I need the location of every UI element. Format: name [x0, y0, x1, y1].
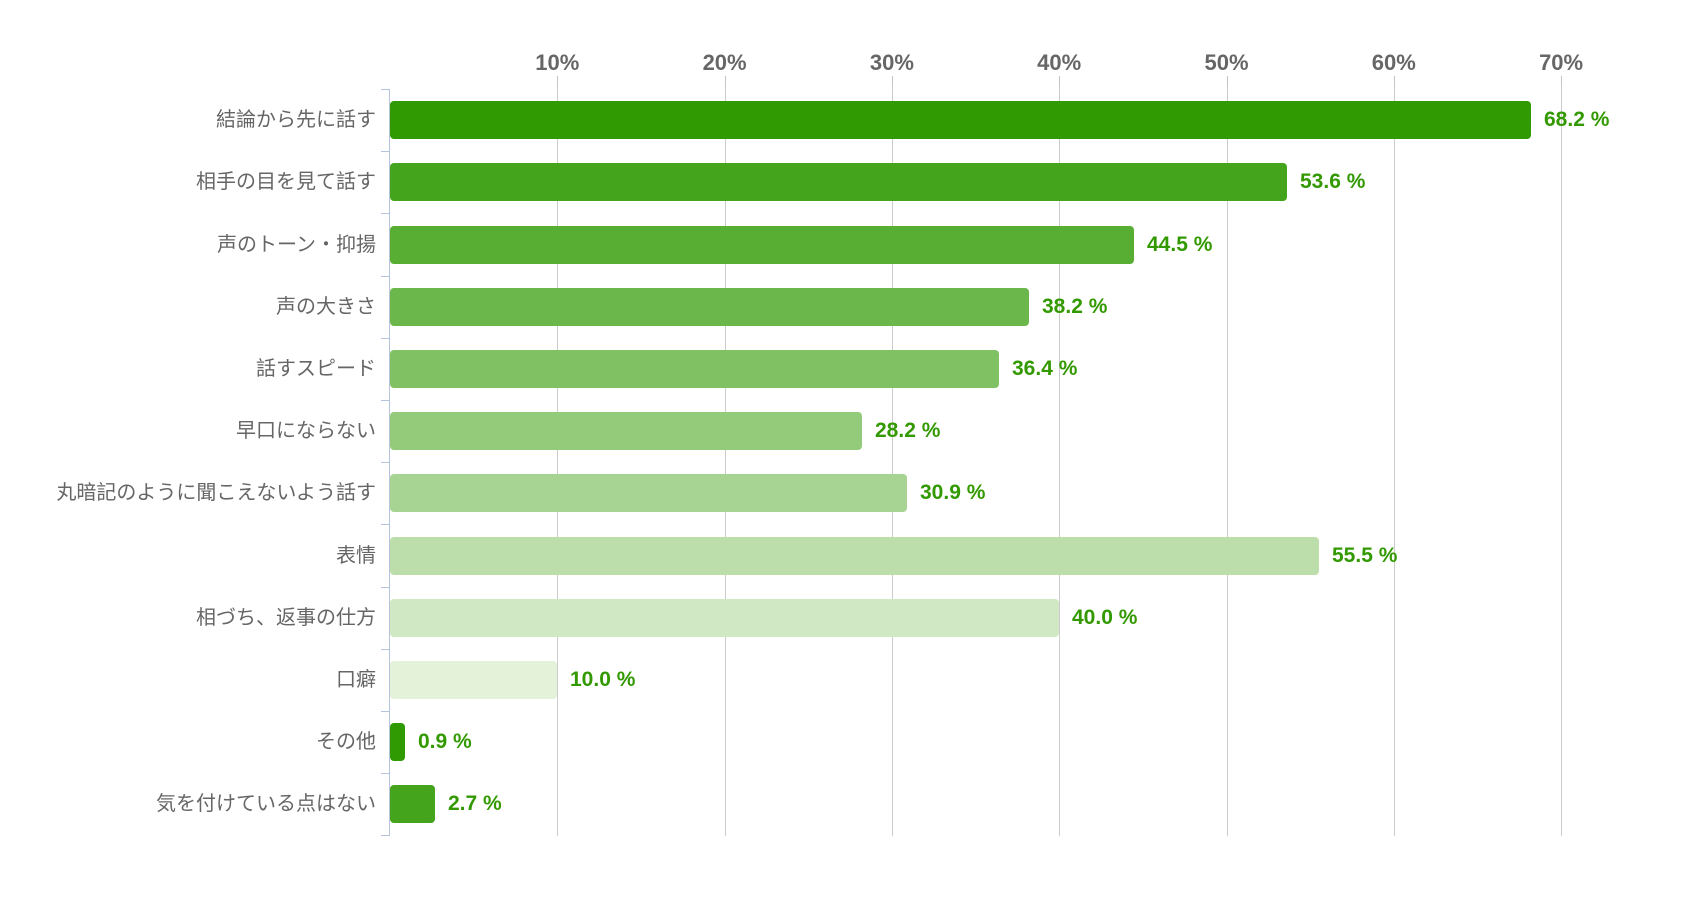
gridline [1561, 86, 1563, 836]
value-label: 53.6 % [1300, 170, 1366, 193]
bar [390, 599, 1059, 637]
category-axis-tick [381, 89, 389, 90]
category-axis-tick [381, 835, 389, 836]
value-label: 36.4 % [1012, 357, 1078, 380]
bar [390, 288, 1029, 326]
category-label: 話すスピード [256, 358, 376, 380]
category-axis-tick [381, 462, 389, 463]
value-label: 38.2 % [1042, 295, 1108, 318]
category-axis-tick [381, 213, 389, 214]
gridline [557, 86, 559, 836]
value-label: 40.0 % [1072, 606, 1138, 629]
value-label: 55.5 % [1332, 544, 1398, 567]
x-axis-label: 30% [869, 50, 914, 75]
category-axis-tick [381, 711, 389, 712]
x-axis-tick [1226, 76, 1228, 86]
category-axis-tick [381, 649, 389, 650]
x-axis-tick [1393, 76, 1395, 86]
category-axis-tick [381, 400, 389, 401]
category-label: 早口にならない [236, 420, 376, 442]
x-axis-label: 70% [1539, 50, 1584, 75]
category-axis-tick [381, 338, 389, 339]
bar [390, 101, 1531, 139]
gridline [891, 86, 893, 836]
x-axis-tick [1059, 76, 1061, 86]
category-label: 気を付けている点はない [156, 793, 376, 815]
category-axis-tick [381, 524, 389, 525]
bar [390, 350, 999, 388]
category-label: その他 [316, 731, 376, 753]
bar [390, 785, 435, 823]
x-axis-label: 40% [1037, 50, 1082, 75]
category-axis-tick [381, 151, 389, 152]
value-label: 68.2 % [1544, 108, 1610, 131]
value-label: 2.7 % [448, 792, 502, 815]
gridline [1393, 86, 1395, 836]
category-label: 表情 [336, 545, 376, 567]
x-axis-label: 20% [702, 50, 747, 75]
gridline [724, 86, 726, 836]
x-axis-label: 50% [1204, 50, 1249, 75]
category-label: 相づち、返事の仕方 [196, 607, 376, 629]
x-axis-label: 60% [1371, 50, 1416, 75]
category-label: 結論から先に話す [216, 109, 376, 131]
x-axis-tick [891, 76, 893, 86]
value-label: 44.5 % [1147, 233, 1213, 256]
bar [390, 412, 862, 450]
category-axis-tick [381, 276, 389, 277]
gridline [1226, 86, 1228, 836]
value-label: 30.9 % [920, 481, 986, 504]
category-label: 口癖 [336, 669, 376, 691]
category-label: 丸暗記のように聞こえないよう話す [56, 482, 376, 504]
bar [390, 163, 1287, 201]
value-label: 0.9 % [418, 730, 472, 753]
value-label: 28.2 % [875, 419, 941, 442]
value-label: 10.0 % [570, 668, 636, 691]
gridline [1059, 86, 1061, 836]
category-label: 声の大きさ [276, 296, 376, 318]
x-axis-tick [557, 76, 559, 86]
bar [390, 226, 1134, 264]
bar [390, 474, 907, 512]
category-axis-line [389, 89, 390, 836]
x-axis-tick [1561, 76, 1563, 86]
category-axis-tick [381, 773, 389, 774]
category-axis-tick [381, 587, 389, 588]
bar [390, 661, 557, 699]
x-axis-label: 10% [535, 50, 580, 75]
bar [390, 537, 1319, 575]
category-label: 声のトーン・抑揚 [217, 234, 376, 256]
category-label: 相手の目を見て話す [196, 171, 376, 193]
x-axis-tick [724, 76, 726, 86]
bar [390, 723, 405, 761]
